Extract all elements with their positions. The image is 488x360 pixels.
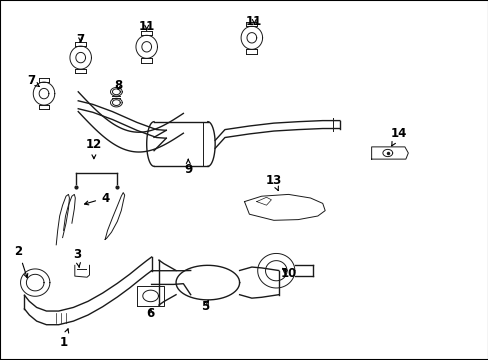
Text: 3: 3 — [73, 248, 81, 267]
Text: 6: 6 — [146, 307, 154, 320]
Text: 4: 4 — [84, 192, 109, 205]
Text: 12: 12 — [85, 138, 102, 159]
Text: 7: 7 — [28, 75, 39, 87]
Text: 9: 9 — [184, 159, 192, 176]
Text: 11: 11 — [138, 21, 155, 33]
Text: 14: 14 — [389, 127, 406, 146]
Text: 2: 2 — [15, 245, 28, 278]
Text: 7: 7 — [77, 33, 84, 46]
Text: 1: 1 — [60, 329, 68, 348]
Text: 13: 13 — [265, 174, 282, 190]
Text: 5: 5 — [201, 300, 209, 312]
Text: 11: 11 — [245, 15, 262, 28]
Text: 10: 10 — [280, 267, 296, 280]
Text: 8: 8 — [114, 79, 122, 92]
